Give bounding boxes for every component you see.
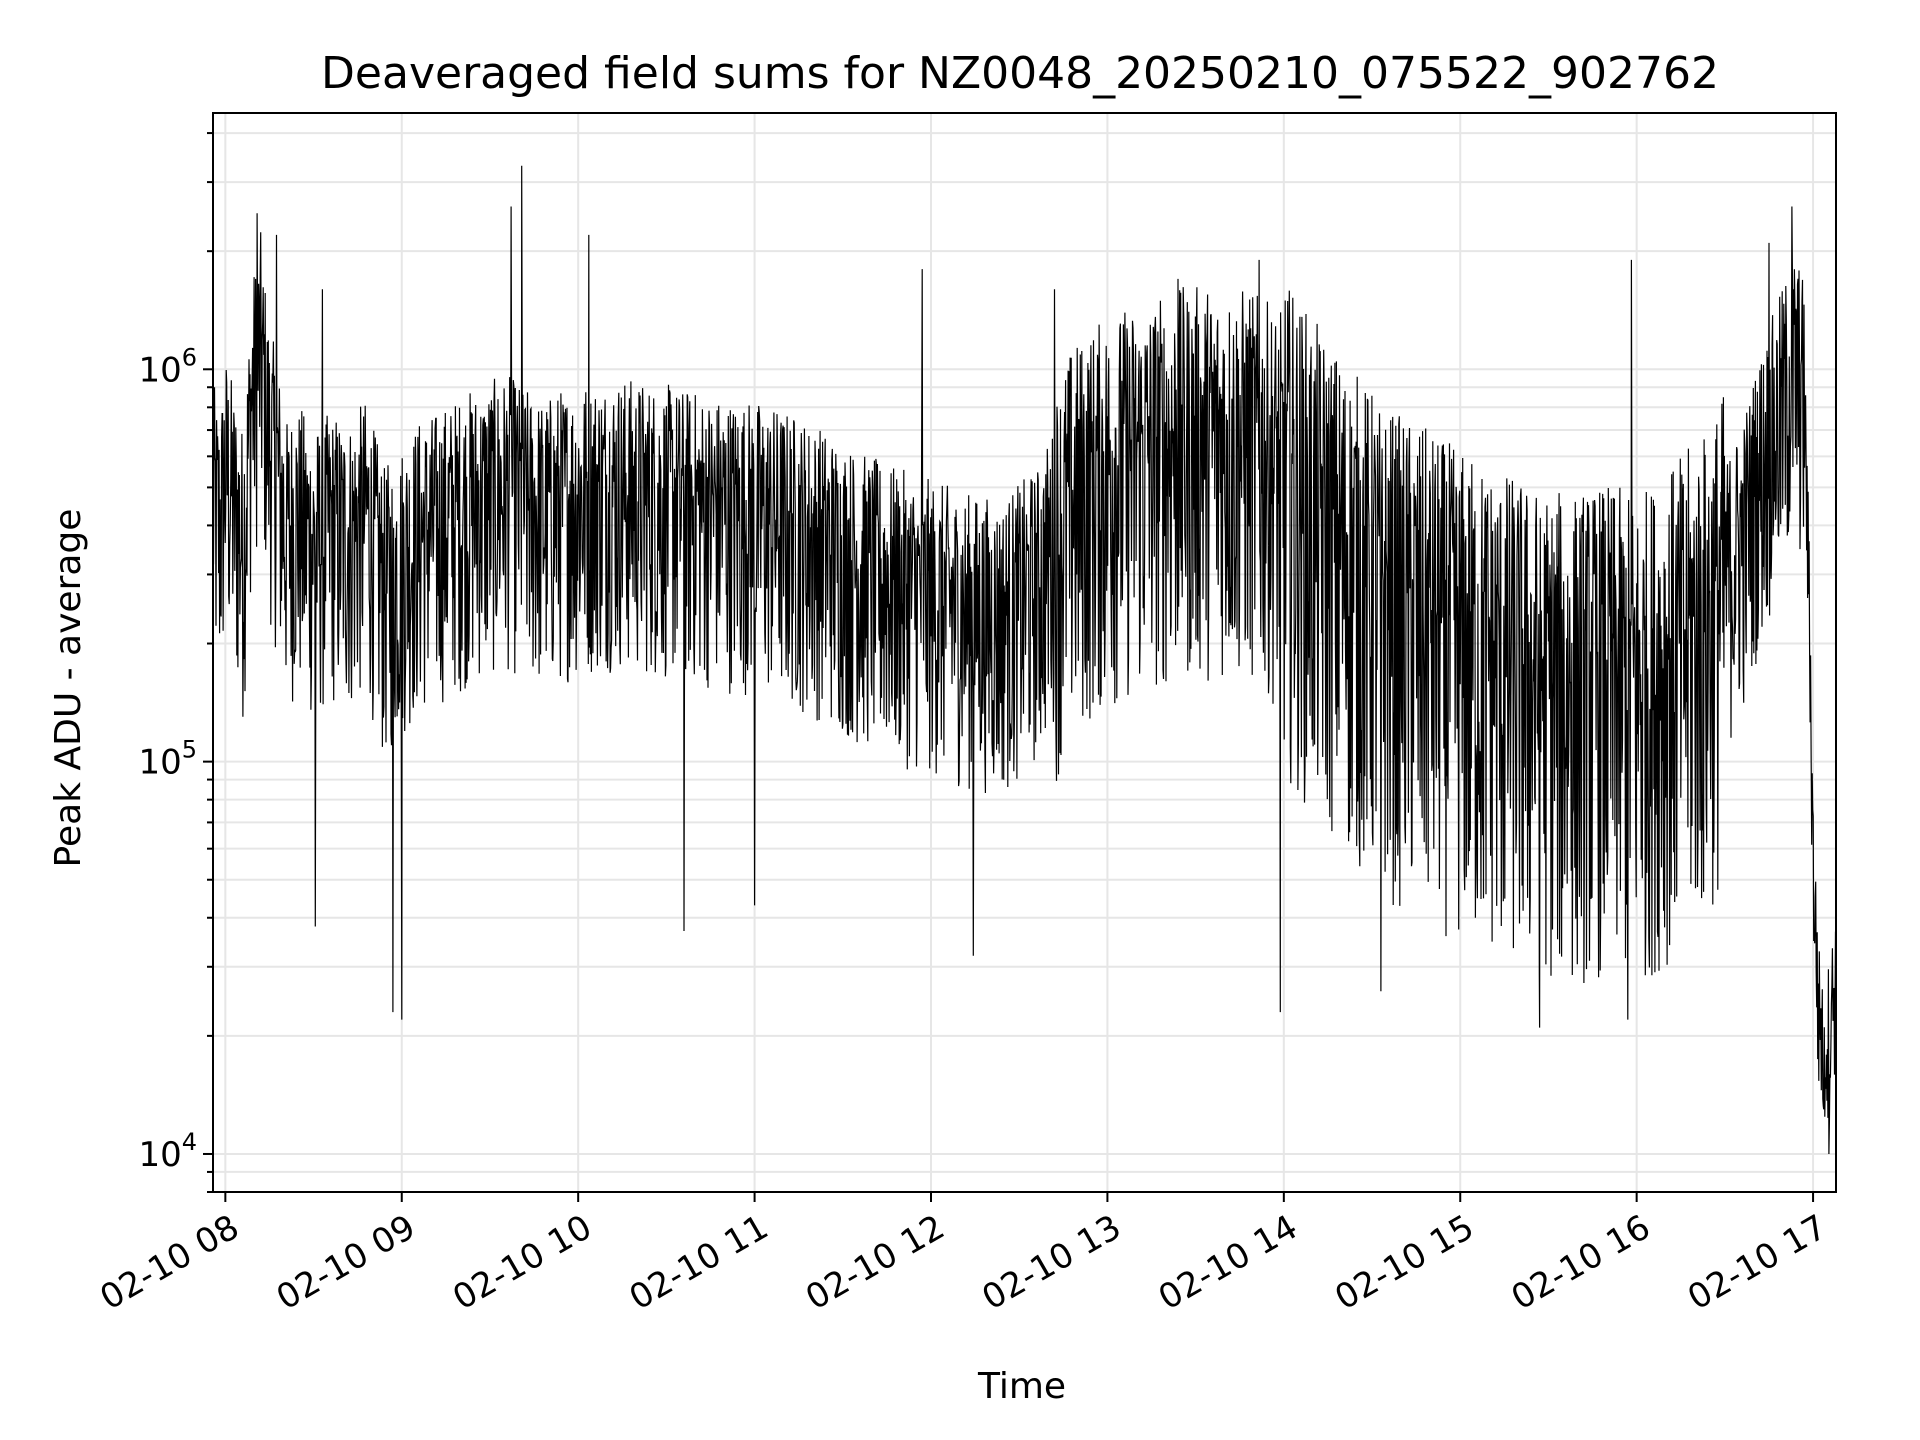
y-tick-label: 104 [138, 1128, 197, 1175]
chart-title: Deaveraged field sums for NZ0048_2025021… [321, 48, 1719, 99]
y-tick-label: 105 [138, 736, 197, 783]
y-axis-label: Peak ADU - average [48, 509, 89, 868]
plot-frame [212, 112, 1837, 1193]
series-line [212, 165, 1837, 1155]
y-tick-label: 106 [138, 343, 197, 390]
plot-area [212, 165, 1837, 1155]
y-axis: 104 105 106 [138, 132, 213, 1193]
x-axis-label: Time [977, 1366, 1066, 1407]
